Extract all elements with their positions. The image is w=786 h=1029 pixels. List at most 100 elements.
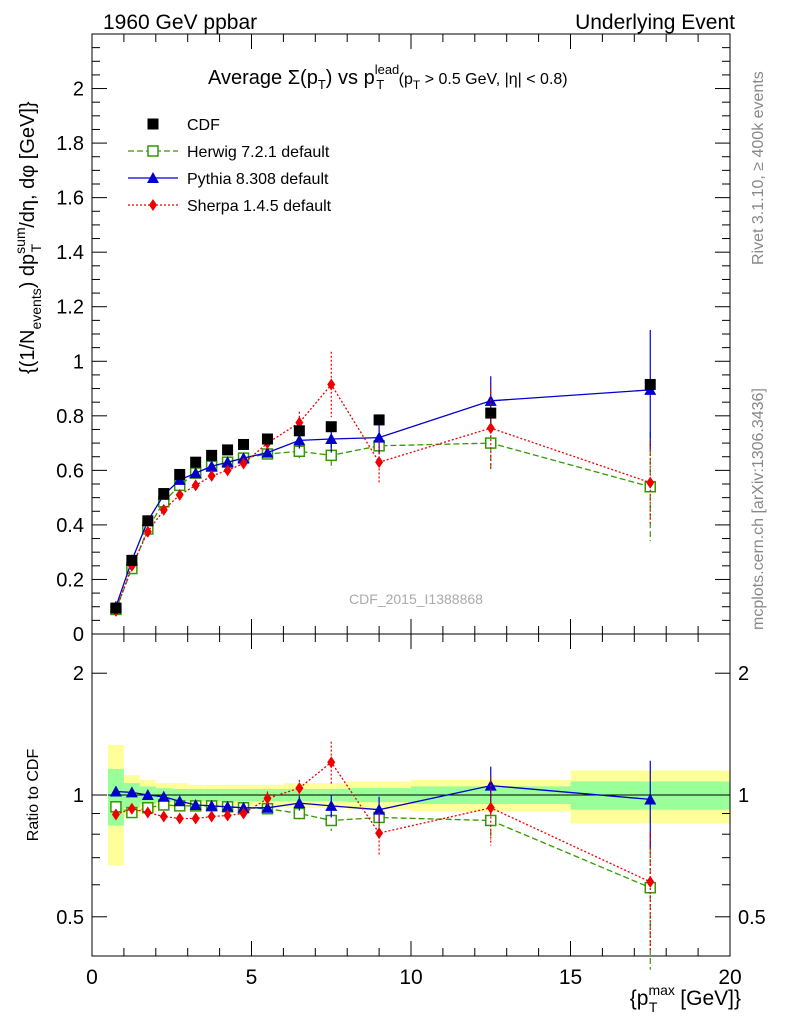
ratio-sherpa-point [239,807,248,820]
x-tick-label: 0 [86,966,98,989]
ratio-pythia-point [325,799,338,811]
title-mid: ) vs p [326,67,375,89]
ratio-sherpa-point [223,809,232,822]
main-cdf-point [158,488,170,500]
ratio-pythia-point [293,797,306,809]
ratio-y-tick-label-left: 2 [73,663,84,685]
main-y-tick-label: 2 [73,79,84,101]
main-cdf-point [222,444,234,456]
main-cdf-point [142,515,154,527]
ratio-sherpa-point [263,792,272,805]
ratio-y-tick-label-left: 1 [73,785,84,807]
ratio-pythia-point [205,799,218,811]
main-plot-area [109,329,657,617]
main-sherpa-point [175,488,184,501]
ratio-pythia-point [221,800,234,812]
main-pythia-point [205,460,218,472]
main-y-tick-label: 1.8 [56,133,84,155]
ratio-sherpa-point [486,801,495,814]
main-sherpa-point [223,464,232,477]
main-y-tick-label: 1.4 [56,242,84,264]
xlabel-open: {p [630,987,649,1010]
main-y-ticks: 0 0.2 0.4 0.6 0.8 1 1.2 1.4 1.6 1.8 2 [56,47,730,646]
main-cdf-point [238,438,250,450]
legend-marker-herwig [147,145,159,157]
x-tick-label: 20 [718,966,741,989]
legend-marker-pythia [147,172,159,183]
main-y-tick-label: 0.4 [56,515,84,537]
main-cdf-point [174,468,186,480]
main-y-tick-label: 0.2 [56,569,84,591]
main-y-tick-label: 1.2 [56,297,84,319]
ylabel-t-sub: T [28,243,44,252]
ratio-x-ticks: 0 5 10 15 20 [86,634,742,989]
legend-label-herwig: Herwig 7.2.1 default [187,144,330,161]
ratio-panel: 0.5 0.5 1 1 2 2 0 5 10 15 20 Ratio to CDF {pmax T … [25,633,766,1015]
rivet-version-label: Rivet 3.1.10, ≥ 400k events [750,71,767,265]
ratio-sherpa-point [127,802,136,815]
x-tick-label: 10 [399,966,422,989]
ratio-pythia-point [173,795,186,807]
title-lead-sub: T [376,77,384,92]
ylabel-rest: /dη, dφ [GeV]} [17,101,39,228]
ratio-y-ticks: 0.5 0.5 1 1 2 2 [56,663,766,957]
main-pythia-point [189,467,202,479]
main-pythia-point [373,431,386,443]
ratio-sherpa-point [191,812,200,825]
ratio-y-axis-label: Ratio to CDF [25,749,42,842]
main-sherpa-point [143,525,152,538]
plot-title: Average Σ(pT) vs plead T (pT > 0.5 GeV, |… [208,62,568,92]
title-cut-open: (p [394,71,413,88]
main-y-tick-label: 0 [73,624,84,646]
main-pythia-point [221,456,234,468]
ratio-pythia-point [125,786,138,798]
main-sherpa-point [159,503,168,516]
legend-label-sherpa: Sherpa 1.4.5 default [187,198,332,215]
ratio-sherpa-point [111,808,120,821]
ratio-pythia-point [157,790,170,802]
main-cdf-point [293,425,305,437]
ratio-pythia-point [189,798,202,810]
ratio-pythia-point [109,785,122,797]
main-y-tick-label: 1 [73,351,84,373]
title-sigma-sub: T [318,77,326,92]
ratio-y-tick-label-right: 1 [738,785,749,807]
ratio-sherpa-point [295,782,304,795]
main-cdf-point [325,421,337,433]
ratio-sherpa-point [375,827,384,840]
ratio-sherpa-point [207,810,216,823]
title-cut-rest: > 0.5 GeV, |η| < 0.8) [420,71,567,88]
main-cdf-point [190,456,202,468]
title-prefix: Average [208,67,288,89]
main-sherpa-point [207,469,216,482]
main-sherpa-point [239,457,248,470]
title-sigma: Σ(p [288,67,318,89]
main-panel: 00.20.40.60.811.21.41.61.82 Average Σ(pT… [12,33,731,646]
x-axis-label: {pmax T [GeV]} [630,982,741,1015]
legend-label-cdf: CDF [187,117,220,134]
main-cdf-point [206,449,218,461]
main-y-axis-label: {(1/Nevents) dpsumT/dη, dφ [GeV]} [12,101,44,374]
main-cdf-point [110,602,122,614]
ratio-pythia-point [373,803,386,815]
ratio-plot-area [109,741,657,970]
ratio-sherpa-point [327,756,336,769]
header-left: 1960 GeV ppbar [103,11,257,34]
legend-marker-cdf [147,118,159,130]
main-sherpa-point [486,422,495,435]
xlabel-max-sup: max [648,982,674,998]
title-cut-sub: T [413,78,421,92]
main-pythia-point [261,446,274,458]
legend: CDF Herwig 7.2.1 default Pythia 8.308 defa… [128,117,332,215]
ylabel-open: {(1/N [17,330,39,374]
ratio-pythia-point [141,789,154,800]
main-y-tick-label: 1.6 [56,188,84,210]
ratio-sherpa-point [159,810,168,823]
ratio-sherpa-point [143,806,152,819]
x-tick-label: 5 [246,966,258,989]
mcplots-label: mcplots.cern.ch [arXiv:1306.3436] [750,388,767,630]
ratio-sherpa-point [175,812,184,825]
